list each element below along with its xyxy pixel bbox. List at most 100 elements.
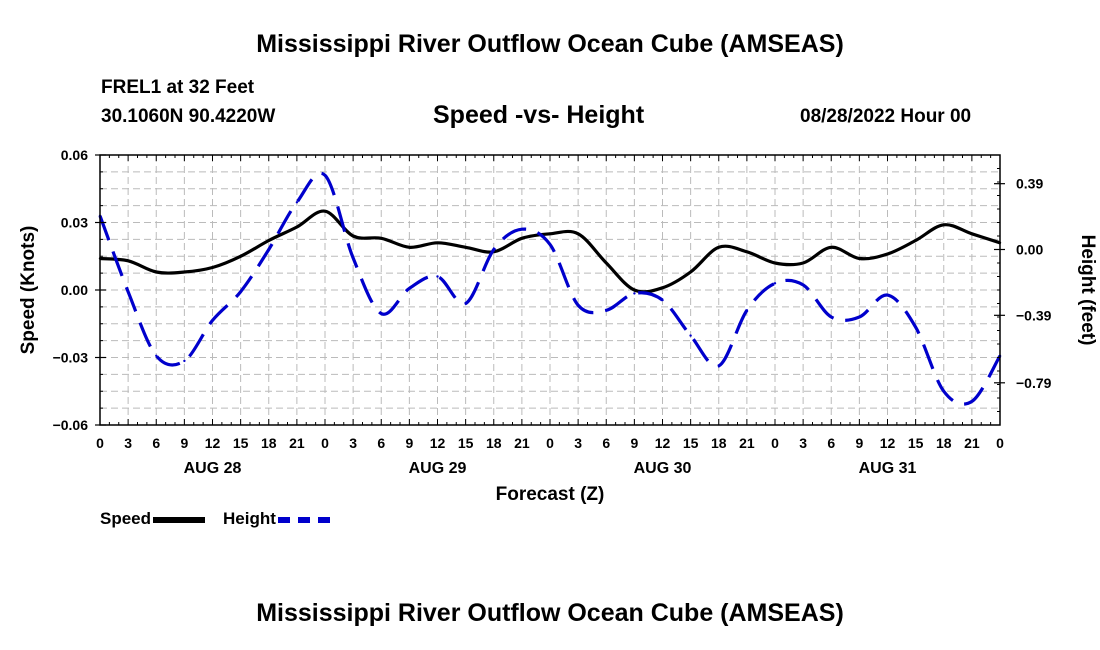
height-data-point: [548, 243, 552, 246]
height-data-point: [126, 290, 130, 293]
x-tick-label: 9: [630, 435, 638, 451]
x-tick-label: 0: [996, 435, 1004, 451]
y2-tick-label: −0.79: [1016, 375, 1052, 391]
speed-data-point: [717, 246, 720, 249]
x-tick-label: 21: [289, 435, 305, 451]
x-tick-label: 0: [546, 435, 554, 451]
y2-axis-title: Height (feet): [1077, 235, 1098, 346]
legend-height-label: Height: [223, 509, 276, 528]
y-tick-label: 0.00: [61, 282, 88, 298]
speed-data-point: [239, 255, 242, 258]
height-data-point: [689, 334, 692, 337]
speed-data-point: [380, 237, 383, 240]
x-tick-label: 9: [855, 435, 863, 451]
speed-data-point: [155, 270, 158, 274]
y-tick-label: −0.03: [53, 350, 89, 366]
legend-speed-swatch: [153, 516, 206, 523]
height-data-point: [380, 312, 383, 315]
speed-data-point: [689, 270, 692, 274]
height-data-point: [267, 248, 270, 251]
height-data-point: [745, 309, 749, 312]
axis-ticks: [95, 154, 1005, 426]
x-axis-title: Forecast (Z): [496, 484, 605, 505]
height-data-point: [661, 298, 664, 302]
y-tick-label: 0.03: [61, 215, 88, 231]
height-data-point: [605, 309, 608, 312]
height-data-point: [914, 325, 917, 329]
speed-data-point: [830, 246, 833, 249]
axis-labels: 0 3 6 9 12 15 18 21 0 3 6 9 12 15 18 21 0 3 6 9 12 15 18 21 0 3 6 9…: [18, 147, 1098, 505]
y-tick-label: −0.06: [53, 417, 89, 433]
height-data-point: [801, 283, 805, 287]
speed-data-point: [126, 259, 130, 262]
speed-data-point: [801, 261, 805, 265]
height-data-point: [295, 201, 299, 204]
y2-tick-label: −0.39: [1016, 307, 1052, 323]
x-tick-label: 21: [964, 435, 980, 451]
x-tick-label: 12: [880, 435, 896, 451]
x-tick-label: 6: [377, 435, 385, 451]
speed-data-point: [351, 234, 355, 238]
speed-data-point: [183, 270, 186, 274]
x-tick-label: 15: [233, 435, 249, 451]
y-tick-label: 0.06: [61, 147, 88, 163]
y2-tick-label: 0.00: [1016, 242, 1043, 258]
height-data-point: [492, 248, 495, 251]
x-tick-label: 0: [321, 435, 329, 451]
height-data-point: [886, 293, 889, 297]
height-data-point: [436, 275, 439, 278]
main-title: Mississippi River Outflow Ocean Cube (AM…: [256, 30, 844, 58]
footer-title: Mississippi River Outflow Ocean Cube (AM…: [256, 599, 844, 627]
x-tick-label: 3: [574, 435, 582, 451]
speed-data-point: [548, 232, 552, 235]
height-data-point: [942, 390, 945, 393]
chart-subtitle: Speed -vs- Height: [433, 101, 645, 129]
speed-data-point: [970, 232, 974, 235]
speed-data-point: [886, 252, 889, 256]
forecast-datestamp: 08/28/2022 Hour 00: [800, 106, 972, 127]
height-data-point: [183, 359, 186, 363]
speed-data-point: [211, 266, 214, 269]
x-tick-label: 3: [799, 435, 807, 451]
height-data-point: [464, 302, 467, 305]
day-label: AUG 31: [859, 460, 917, 477]
height-data-point: [520, 228, 524, 231]
height-data-point: [970, 400, 974, 403]
y-axis-title: Speed (Knots): [18, 226, 39, 355]
series-lines: [98, 171, 1002, 406]
speed-data-point: [436, 241, 439, 244]
height-data-point: [576, 304, 580, 307]
x-tick-label: 21: [739, 435, 755, 451]
height-data-point: [858, 315, 861, 319]
speed-data-point: [323, 210, 327, 213]
legend: Speed Height: [100, 509, 348, 529]
station-label: FREL1 at 32 Feet: [101, 77, 255, 98]
grid: [100, 155, 1000, 425]
height-data-point: [351, 256, 355, 260]
x-tick-label: 9: [405, 435, 413, 451]
speed-data-point: [773, 261, 777, 265]
x-tick-label: 18: [936, 435, 952, 451]
coordinates-label: 30.1060N 90.4220W: [101, 106, 276, 127]
speed-data-point: [408, 246, 411, 249]
x-tick-label: 21: [514, 435, 530, 451]
x-tick-label: 3: [124, 435, 132, 451]
x-tick-label: 12: [430, 435, 446, 451]
height-data-point: [211, 319, 214, 322]
speed-data-point: [267, 239, 270, 242]
speed-data-point: [605, 261, 608, 265]
x-tick-label: 18: [486, 435, 502, 451]
day-label: AUG 28: [184, 460, 242, 477]
speed-data-point: [661, 286, 664, 289]
x-tick-label: 15: [683, 435, 699, 451]
speed-data-point: [914, 239, 917, 242]
speed-data-point: [745, 250, 749, 253]
height-data-point: [408, 287, 411, 290]
height-data-point: [155, 354, 158, 357]
x-tick-label: 3: [349, 435, 357, 451]
x-tick-label: 6: [152, 435, 160, 451]
height-series-line: [98, 171, 1002, 406]
height-data-point: [773, 282, 777, 285]
x-tick-label: 12: [655, 435, 671, 451]
height-data-point: [239, 290, 242, 293]
